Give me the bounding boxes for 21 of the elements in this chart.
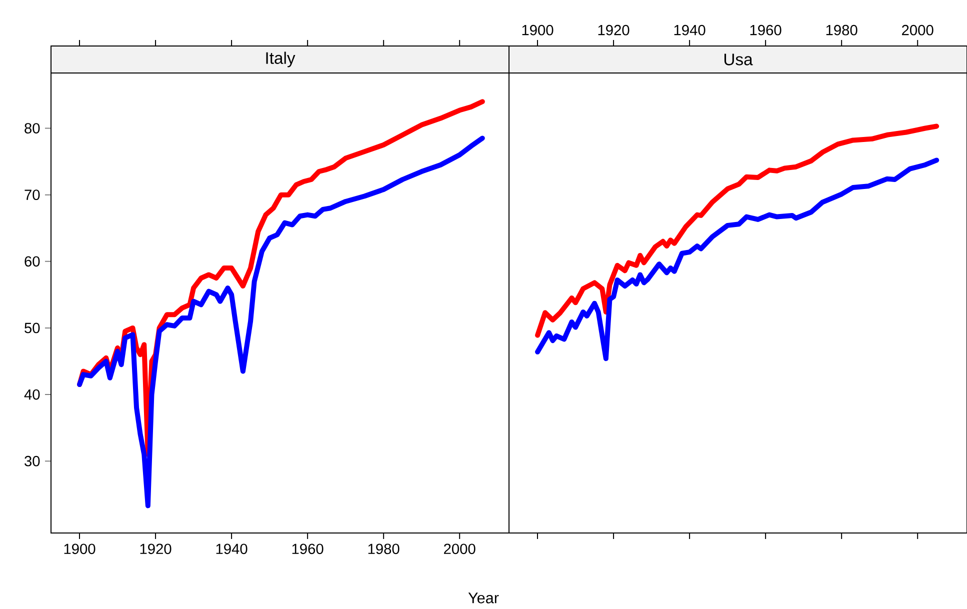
x-tick-label: 1960 bbox=[750, 24, 782, 36]
x-tick-label: 1900 bbox=[64, 544, 96, 554]
x-tick-label: 2000 bbox=[444, 544, 476, 554]
x-tick-label: 1960 bbox=[292, 544, 324, 554]
x-tick-label: 1920 bbox=[140, 544, 172, 554]
x-tick-label: 1900 bbox=[522, 24, 554, 36]
x-tick-label: 1980 bbox=[826, 24, 858, 36]
x-axis-title: Year bbox=[468, 592, 499, 604]
y-tick-label: 60 bbox=[24, 256, 40, 267]
chart-title: Usa bbox=[724, 54, 753, 66]
y-tick-label: 50 bbox=[24, 322, 40, 334]
y-tick-label: 40 bbox=[24, 389, 40, 400]
x-tick-label: 1940 bbox=[674, 24, 706, 36]
x-tick-label: 1920 bbox=[598, 24, 630, 36]
y-tick-label: 30 bbox=[24, 456, 40, 466]
x-tick-label: 1980 bbox=[368, 544, 400, 554]
chart-title: Italy bbox=[266, 52, 296, 68]
x-tick-label: 2000 bbox=[902, 24, 934, 36]
y-tick-label: 70 bbox=[24, 190, 40, 200]
y-tick-label: 80 bbox=[24, 123, 40, 134]
x-tick-label: 1940 bbox=[216, 544, 248, 554]
